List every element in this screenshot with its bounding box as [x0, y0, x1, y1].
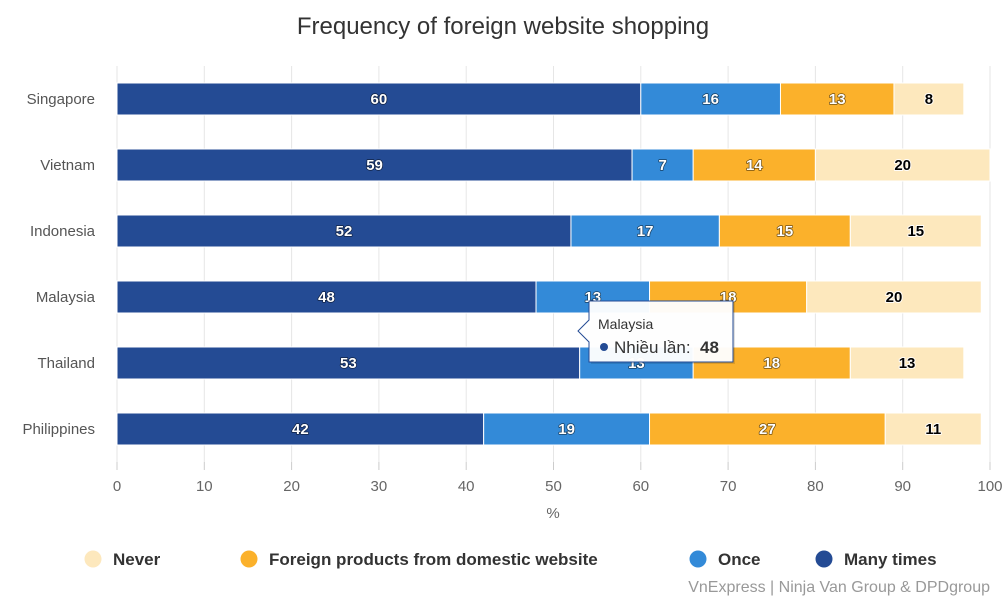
bar-segment[interactable]	[640, 82, 781, 116]
data-label: 18	[763, 355, 780, 372]
category-label: Singapore	[27, 91, 95, 108]
bar-segment[interactable]	[116, 148, 633, 182]
x-tick-label: 80	[807, 478, 824, 495]
data-label: 17	[637, 223, 654, 240]
category-label: Vietnam	[40, 157, 95, 174]
tooltip-series-label: Nhiều lần:	[614, 338, 691, 357]
data-label: 53	[340, 355, 357, 372]
data-label: 15	[907, 223, 924, 240]
bar-segment[interactable]	[814, 148, 991, 182]
legend-marker[interactable]	[84, 550, 102, 568]
data-label: 59	[366, 157, 383, 174]
legend-label[interactable]: Never	[113, 550, 161, 569]
x-axis-title: %	[546, 505, 559, 522]
bar-segment[interactable]	[570, 214, 720, 248]
data-label: 13	[899, 355, 916, 372]
category-label: Philippines	[22, 421, 95, 438]
legend-marker[interactable]	[815, 550, 833, 568]
legend-marker[interactable]	[240, 550, 258, 568]
data-label: 13	[829, 91, 846, 108]
data-label: 42	[292, 421, 309, 438]
x-tick-label: 70	[720, 478, 737, 495]
x-axis: 0 10 20 30 40 50 60 70 80 90 100	[113, 462, 1003, 495]
x-tick-label: 30	[371, 478, 388, 495]
legend-label[interactable]: Once	[718, 550, 761, 569]
data-label: 20	[886, 289, 903, 306]
x-tick-label: 90	[894, 478, 911, 495]
bar-segment[interactable]	[884, 412, 982, 446]
bar-segment[interactable]	[849, 346, 965, 380]
data-label: 15	[777, 223, 794, 240]
bar-segment[interactable]	[806, 280, 982, 314]
data-label: 7	[658, 157, 666, 174]
tooltip-box	[577, 300, 734, 363]
tooltip-marker	[600, 343, 608, 351]
data-label: 16	[702, 91, 719, 108]
x-tick-label: 0	[113, 478, 121, 495]
data-label: 19	[558, 421, 575, 438]
x-tick-label: 10	[196, 478, 213, 495]
x-tick-label: 40	[458, 478, 475, 495]
x-tick-label: 20	[283, 478, 300, 495]
tooltip-value: 48	[700, 338, 719, 357]
data-label: 20	[894, 157, 911, 174]
category-label: Malaysia	[36, 289, 96, 306]
legend-label[interactable]: Many times	[844, 550, 937, 569]
x-tick-label: 50	[545, 478, 562, 495]
data-label: 8	[925, 91, 933, 108]
bar-segment[interactable]	[483, 412, 651, 446]
bar-segment[interactable]	[631, 148, 694, 182]
bar-segment[interactable]	[116, 346, 581, 380]
tooltip: Malaysia Nhiều lần: 48	[577, 300, 735, 364]
bar-segment[interactable]	[893, 82, 965, 116]
legend: Never Foreign products from domestic webs…	[84, 550, 937, 569]
data-label: 60	[371, 91, 388, 108]
legend-label[interactable]: Foreign products from domestic website	[269, 550, 598, 569]
bar-segment[interactable]	[116, 214, 572, 248]
credits: VnExpress | Ninja Van Group & DPDgroup	[688, 579, 990, 596]
data-label: 14	[746, 157, 763, 174]
chart-title: Frequency of foreign website shopping	[297, 13, 709, 40]
x-tick-label: 60	[632, 478, 649, 495]
bar-segment[interactable]	[116, 280, 537, 314]
category-label: Indonesia	[30, 223, 96, 240]
data-label: 48	[318, 289, 335, 306]
bar-segment[interactable]	[649, 412, 886, 446]
data-label: 11	[925, 421, 941, 438]
bar-segment[interactable]	[849, 214, 982, 248]
data-label: 52	[336, 223, 353, 240]
category-label: Thailand	[37, 355, 95, 372]
data-label: 27	[759, 421, 776, 438]
grid-lines	[116, 66, 991, 462]
legend-marker[interactable]	[689, 550, 707, 568]
x-tick-label: 100	[977, 478, 1002, 495]
tooltip-category: Malaysia	[598, 316, 653, 332]
bar-segment[interactable]	[116, 412, 485, 446]
bar-segment[interactable]	[779, 82, 895, 116]
category-labels: Singapore Vietnam Indonesia Malaysia Thailan…	[22, 91, 95, 438]
